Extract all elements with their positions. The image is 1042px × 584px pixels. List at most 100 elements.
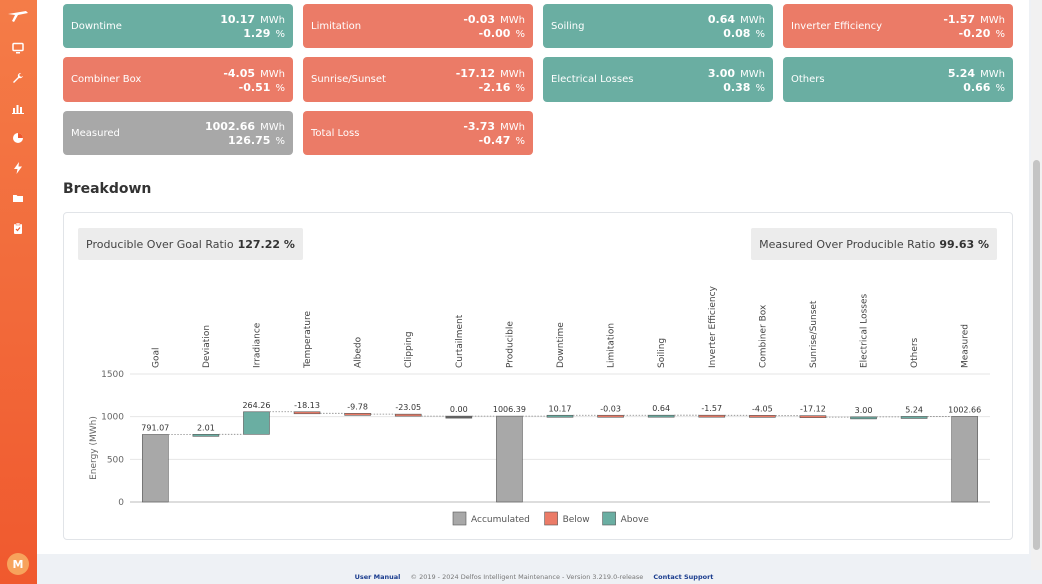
logo-icon[interactable] (6, 8, 30, 22)
card-values: 5.24 MWh 0.66 % (948, 66, 1005, 94)
bar-value-label: 10.17 (549, 404, 572, 413)
folder-icon[interactable] (11, 191, 25, 205)
scrollbar-thumb[interactable] (1033, 160, 1040, 550)
card-label: Sunrise/Sunset (311, 74, 386, 85)
y-tick-label: 1500 (101, 370, 124, 380)
card-values: -4.05 MWh -0.51 % (223, 66, 285, 94)
card-percent-value: 0.08 (723, 27, 751, 40)
chart-bar (243, 411, 270, 435)
summary-card[interactable]: Electrical Losses 3.00 MWh 0.38 % (543, 57, 773, 102)
contact-support-link[interactable]: Contact Support (653, 573, 714, 581)
legend-label: Below (563, 515, 590, 525)
chart-bar (749, 415, 776, 418)
chart-bar (192, 434, 220, 437)
card-energy-value: 0.64 (707, 13, 736, 26)
card-energy-unit: MWh (980, 68, 1005, 80)
chart-bar (546, 414, 574, 418)
legend-swatch (544, 511, 558, 526)
card-energy-unit: MWh (500, 122, 525, 133)
legend-label: Above (621, 515, 650, 525)
bar-value-label: 1006.39 (493, 405, 526, 414)
chart-bar (647, 414, 675, 418)
bar-value-label: 3.00 (855, 406, 873, 415)
category-label: Sunrise/Sunset (809, 300, 819, 368)
card-label: Limitation (311, 20, 362, 32)
bar-chart-icon[interactable] (11, 101, 25, 115)
pie-chart-icon[interactable] (11, 131, 25, 145)
copyright-text: © 2019 - 2024 Delfos Intelligent Mainten… (410, 573, 644, 581)
breakdown-panel (63, 212, 1013, 540)
avatar[interactable]: M (7, 553, 29, 575)
breakdown-title: Breakdown (63, 181, 152, 197)
chart-bar (344, 413, 371, 416)
y-tick-label: 1000 (101, 413, 124, 423)
y-axis-label: Energy (MWh) (89, 416, 99, 480)
lightning-icon[interactable] (11, 161, 25, 175)
card-energy-value: 10.17 (220, 13, 256, 26)
summary-card[interactable]: Others 5.24 MWh 0.66 % (783, 57, 1013, 102)
legend-swatch (602, 511, 616, 526)
card-percent-value: -0.20 (958, 27, 991, 40)
summary-card[interactable]: Measured 1002.66 MWh 126.75 % (63, 111, 293, 155)
category-label: Combiner Box (758, 304, 768, 368)
card-percent-unit: % (995, 29, 1005, 40)
card-energy-unit: MWh (260, 68, 285, 80)
card-percent-unit: % (515, 82, 525, 94)
category-label: Deviation (202, 325, 212, 368)
chart-bar (698, 414, 726, 418)
producible-ratio-box: Producible Over Goal Ratio 127.22 % (78, 228, 303, 260)
producible-ratio-label: Producible Over Goal Ratio (86, 237, 234, 251)
chart-bar (951, 416, 979, 503)
waterfall-chart: 0 500 1000 1500 Energy (MWh) 791.07 Goal 2.01 De… (89, 285, 990, 526)
bar-value-label: -17.12 (800, 405, 826, 414)
category-label: Irradiance (252, 322, 262, 368)
bar-value-label: -9.78 (347, 402, 368, 411)
chart-bar (445, 415, 473, 419)
card-label: Total Loss (311, 127, 360, 139)
card-percent-unit: % (275, 29, 285, 40)
chart-bar (900, 416, 928, 419)
summary-card[interactable]: Total Loss -3.73 MWh -0.47 % (303, 111, 533, 155)
category-label: Clipping (404, 331, 414, 368)
chart-bar (394, 413, 422, 417)
card-energy-value: 1002.66 (204, 120, 256, 133)
monitor-icon[interactable] (11, 41, 25, 55)
card-energy-value: -0.03 (463, 13, 496, 26)
bar-value-label: 0.00 (450, 405, 468, 414)
wrench-icon[interactable] (11, 71, 25, 85)
summary-card[interactable]: Limitation -0.03 MWh -0.00 % (303, 4, 533, 48)
category-label: Others (910, 337, 920, 368)
card-label: Soiling (551, 20, 585, 32)
card-energy-unit: MWh (740, 68, 765, 80)
summary-card[interactable]: Soiling 0.64 MWh 0.08 % (543, 4, 773, 48)
legend-swatch (452, 511, 467, 526)
card-values: 0.64 MWh 0.08 % (708, 12, 765, 40)
user-manual-link[interactable]: User Manual (354, 573, 401, 581)
summary-card[interactable]: Combiner Box -4.05 MWh -0.51 % (63, 57, 293, 102)
bar-value-label: -4.05 (752, 404, 773, 413)
category-label: Producible (505, 321, 515, 368)
y-tick-label: 0 (118, 498, 124, 508)
card-energy-value: -17.12 (455, 66, 496, 80)
footer: User Manual © 2019 - 2024 Delfos Intelli… (37, 570, 1031, 584)
card-percent-value: -0.51 (238, 80, 271, 94)
summary-card[interactable]: Sunrise/Sunset -17.12 MWh -2.16 % (303, 57, 533, 102)
card-values: 1002.66 MWh 126.75 % (205, 119, 285, 147)
card-percent-unit: % (275, 136, 285, 147)
summary-card[interactable]: Inverter Efficiency -1.57 MWh -0.20 % (783, 4, 1013, 48)
chart-bar (799, 415, 827, 418)
bar-value-label: -1.57 (701, 404, 722, 413)
card-percent-unit: % (515, 29, 525, 40)
card-percent-value: 0.66 (963, 80, 991, 94)
category-label: Limitation (607, 323, 617, 368)
card-label: Electrical Losses (551, 74, 634, 85)
clipboard-icon[interactable] (11, 221, 25, 235)
card-values: 10.17 MWh 1.29 % (220, 12, 285, 40)
card-values: 3.00 MWh 0.38 % (708, 66, 765, 94)
summary-card[interactable]: Downtime 10.17 MWh 1.29 % (63, 4, 293, 48)
card-percent-value: 0.38 (723, 80, 751, 94)
card-percent-unit: % (755, 82, 765, 94)
card-values: -17.12 MWh -2.16 % (456, 66, 525, 94)
scrollbar[interactable] (1031, 0, 1042, 570)
category-label: Albedo (354, 336, 364, 368)
